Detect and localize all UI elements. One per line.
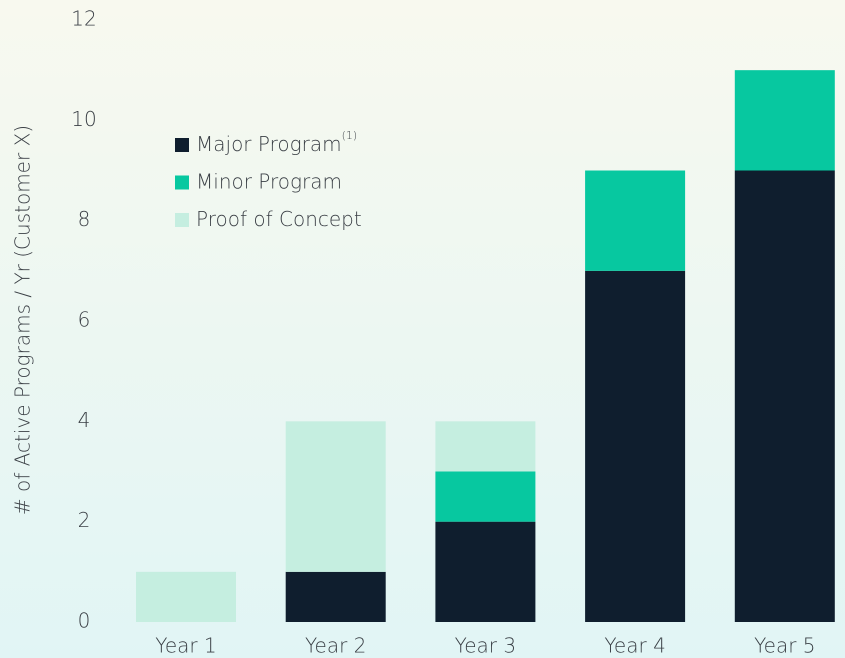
bar-segment [585, 270, 686, 622]
legend-name: Major Program [196, 132, 342, 156]
y-tick-label: 4 [78, 408, 91, 432]
legend-swatch [175, 213, 189, 227]
legend-name: Proof of Concept [196, 207, 362, 231]
legend-swatch [175, 138, 189, 152]
y-axis-label: # of Active Programs / Yr (Customer X) [11, 125, 35, 515]
y-tick-label: 2 [78, 508, 91, 532]
bar-segment [435, 471, 536, 522]
x-tick-label: Year 3 [455, 634, 516, 658]
y-tick-label: 0 [78, 609, 91, 633]
y-tick-label: 10 [71, 107, 96, 131]
bar-segment [285, 421, 386, 572]
bar-segment [585, 170, 686, 271]
x-tick-label: Year 2 [305, 634, 366, 658]
legend-label: Major Program(1) [196, 129, 357, 156]
y-tick-label: 8 [78, 207, 91, 231]
legend-note: (1) [342, 129, 358, 142]
legend-label: Minor Program [196, 169, 342, 193]
bar-segment [734, 70, 835, 171]
y-tick-label: 6 [78, 308, 91, 332]
legend-swatch [175, 175, 189, 190]
x-tick-label: Year 1 [155, 634, 216, 658]
x-tick-label: Year 4 [604, 634, 665, 658]
y-tick-label: 12 [71, 7, 96, 31]
bar-segment [285, 571, 386, 622]
bar-segment [435, 421, 536, 472]
legend-name: Minor Program [196, 169, 342, 193]
bar-segment [435, 521, 536, 622]
bar-segment [136, 571, 236, 622]
x-tick-label: Year 5 [754, 634, 815, 658]
legend-label: Proof of Concept [196, 207, 362, 231]
bar-segment [734, 170, 835, 622]
